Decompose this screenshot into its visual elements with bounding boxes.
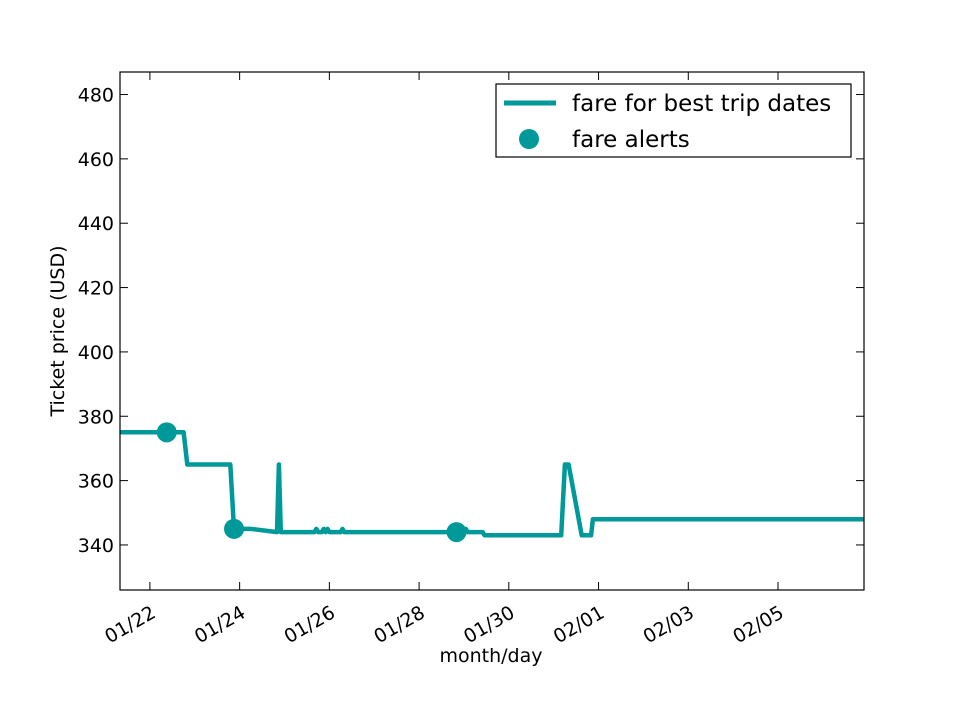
- legend-marker-label: fare alerts: [572, 127, 690, 153]
- y-tick-label: 360: [78, 471, 114, 493]
- fare-alert-marker: [156, 422, 177, 443]
- x-axis-label: month/day: [439, 645, 542, 667]
- legend-line-label: fare for best trip dates: [572, 91, 831, 117]
- legend-box: [495, 83, 852, 158]
- y-tick-label: 340: [78, 535, 114, 557]
- legend: fare for best trip dates fare alerts: [495, 83, 852, 158]
- fare-alert-marker: [446, 522, 467, 543]
- axis-ticks: [120, 72, 864, 590]
- plot-area: [120, 72, 864, 590]
- fare-line: [120, 430, 864, 538]
- series-layer: [120, 422, 864, 543]
- fare-alert-marker: [224, 518, 245, 539]
- legend-marker-swatch: [519, 129, 539, 149]
- y-tick-label: 380: [78, 406, 114, 428]
- y-axis-label: Ticket price (USD): [47, 246, 69, 418]
- y-tick-label: 420: [78, 278, 114, 300]
- y-tick-label: 480: [78, 85, 114, 107]
- y-tick-label: 440: [78, 213, 114, 235]
- plot-frame: [119, 71, 865, 591]
- y-tick-label: 400: [78, 342, 114, 364]
- y-tick-label: 460: [78, 149, 114, 171]
